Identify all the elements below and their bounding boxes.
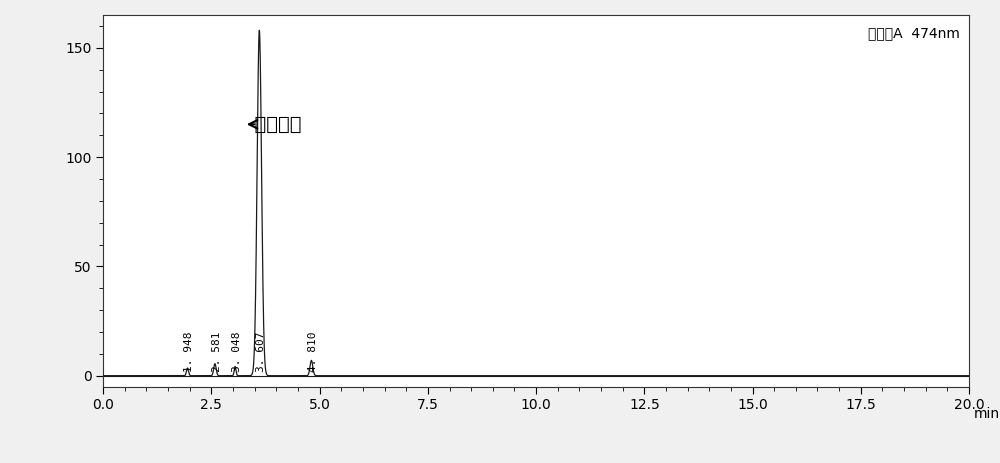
X-axis label: min: min [973,407,999,421]
Text: 3. 048: 3. 048 [232,332,242,372]
Text: 2. 581: 2. 581 [212,332,222,372]
Text: 3. 607: 3. 607 [256,332,266,372]
Text: 1. 948: 1. 948 [184,332,194,372]
Text: 4. 810: 4. 810 [308,332,318,372]
Text: 检测器A  474nm: 检测器A 474nm [868,26,960,40]
Text: 发酵产物: 发酵产物 [242,115,301,134]
